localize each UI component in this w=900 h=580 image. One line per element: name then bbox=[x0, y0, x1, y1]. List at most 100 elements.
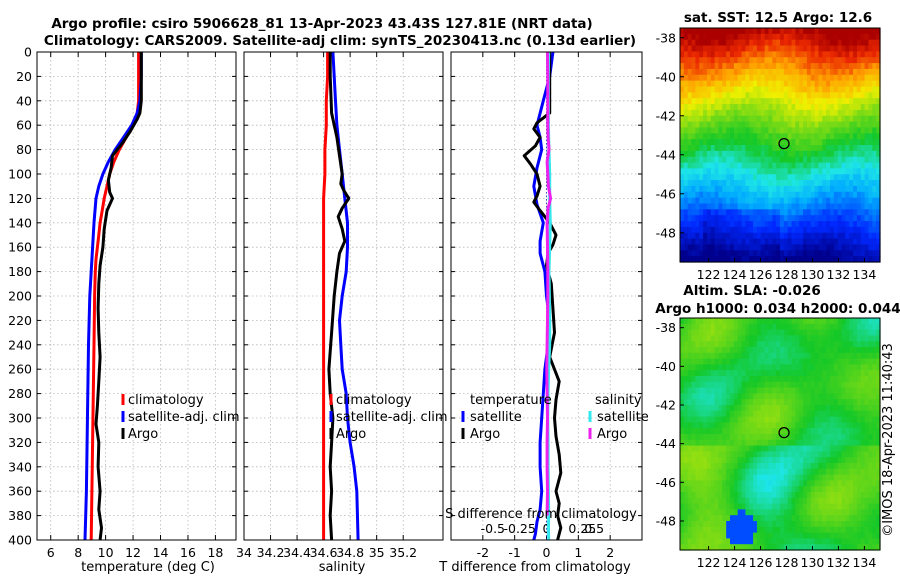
heatmap-cell bbox=[787, 256, 793, 263]
heatmap-cell bbox=[830, 521, 835, 528]
heatmap-cell bbox=[683, 341, 689, 348]
heatmap-cell bbox=[749, 323, 754, 331]
heatmap-cell bbox=[822, 86, 827, 93]
heatmap-cell bbox=[737, 335, 743, 342]
heatmap-cell bbox=[856, 98, 862, 105]
heatmap-cell bbox=[737, 203, 743, 210]
heatmap-cell bbox=[737, 162, 743, 169]
heatmap-cell bbox=[776, 92, 781, 99]
heatmap-cell bbox=[787, 445, 793, 452]
heatmap-cell bbox=[826, 509, 831, 516]
heatmap-cell bbox=[718, 486, 723, 493]
heatmap-cell bbox=[776, 45, 781, 52]
heatmap-cell bbox=[872, 544, 877, 551]
heatmap-cell bbox=[833, 33, 839, 41]
heatmap-cell bbox=[849, 57, 854, 64]
heatmap-cell bbox=[687, 399, 693, 406]
heatmap-cell bbox=[683, 364, 689, 371]
heatmap-cell bbox=[772, 329, 777, 336]
heatmap-cell bbox=[795, 203, 800, 210]
heatmap-cell bbox=[833, 486, 839, 493]
heatmap-cell bbox=[810, 45, 816, 52]
heatmap-cell bbox=[741, 335, 746, 342]
heatmap-cell bbox=[703, 474, 708, 481]
heatmap-cell bbox=[722, 352, 727, 360]
heatmap-cell bbox=[733, 57, 739, 64]
heatmap-cell bbox=[714, 156, 720, 164]
heatmap-cell bbox=[680, 358, 685, 365]
heatmap-cell bbox=[718, 323, 723, 331]
heatmap-cell bbox=[726, 335, 731, 342]
heatmap-cell bbox=[741, 532, 746, 539]
heatmap-cell bbox=[849, 509, 854, 516]
heatmap-cell bbox=[814, 98, 820, 105]
heatmap-cell bbox=[795, 33, 800, 41]
heatmap-cell bbox=[860, 405, 866, 412]
heatmap-cell bbox=[760, 162, 766, 169]
x-tick-label: 6 bbox=[47, 545, 55, 560]
heatmap-cell bbox=[860, 109, 866, 117]
heatmap-cell bbox=[845, 480, 850, 487]
heatmap-cell bbox=[868, 497, 873, 505]
heatmap-cell bbox=[714, 74, 720, 82]
heatmap-cell bbox=[756, 45, 762, 52]
x-tick-label: 34.4 bbox=[283, 545, 311, 560]
heatmap-cell bbox=[830, 532, 835, 539]
heatmap-cell bbox=[756, 145, 762, 152]
heatmap-cell bbox=[749, 191, 754, 199]
heatmap-cell bbox=[853, 156, 858, 164]
heatmap-cell bbox=[864, 74, 870, 82]
heatmap-cell bbox=[737, 74, 743, 82]
heatmap-cell bbox=[776, 445, 781, 452]
heatmap-cell bbox=[837, 150, 843, 158]
heatmap-cell bbox=[872, 381, 877, 389]
heatmap-cell bbox=[726, 68, 731, 76]
heatmap-cell bbox=[814, 209, 820, 216]
heatmap-cell bbox=[837, 109, 843, 117]
heatmap-cell bbox=[768, 445, 773, 452]
heatmap-cell bbox=[699, 156, 704, 164]
heatmap-cell bbox=[683, 428, 689, 435]
heatmap-cell bbox=[714, 515, 720, 522]
heatmap-cell bbox=[876, 410, 881, 418]
heatmap-cell bbox=[695, 445, 700, 452]
heatmap-cell bbox=[814, 68, 820, 76]
heatmap-cell bbox=[768, 162, 773, 169]
heatmap-cell bbox=[849, 341, 854, 348]
heatmap-cell bbox=[853, 209, 858, 216]
heatmap-cell bbox=[745, 509, 750, 516]
heatmap-cell bbox=[699, 445, 704, 452]
heatmap-cell bbox=[764, 68, 770, 76]
heatmap-cell bbox=[768, 215, 773, 222]
heatmap-cell bbox=[795, 162, 800, 169]
heatmap-cell bbox=[845, 376, 850, 383]
heatmap-cell bbox=[822, 492, 827, 499]
heatmap-cell bbox=[749, 521, 754, 528]
heatmap-cell bbox=[876, 451, 881, 458]
heatmap-cell bbox=[872, 492, 877, 499]
heatmap-cell bbox=[780, 497, 785, 505]
heatmap-cell bbox=[814, 145, 820, 152]
heatmap-cell bbox=[737, 387, 743, 394]
heatmap-cell bbox=[706, 226, 712, 234]
heatmap-cell bbox=[733, 215, 739, 222]
heatmap-cell bbox=[860, 457, 866, 464]
x-tick-label: 1 bbox=[574, 545, 582, 560]
heatmap-cell bbox=[795, 538, 800, 545]
heatmap-cell bbox=[745, 341, 750, 348]
heatmap-cell bbox=[726, 127, 731, 134]
heatmap-cell bbox=[726, 57, 731, 64]
heatmap-cell bbox=[683, 544, 689, 551]
heatmap-cell bbox=[814, 463, 820, 470]
heatmap-cell bbox=[806, 115, 812, 123]
heatmap-cell bbox=[833, 127, 839, 134]
heatmap-cell bbox=[818, 323, 823, 331]
heatmap-cell bbox=[791, 168, 796, 175]
heatmap-cell bbox=[830, 323, 835, 331]
heatmap-cell bbox=[722, 521, 727, 528]
heatmap-cell bbox=[699, 209, 704, 216]
heatmap-cell bbox=[699, 104, 704, 111]
heatmap-cell bbox=[776, 86, 781, 93]
heatmap-cell bbox=[853, 405, 858, 412]
heatmap-cell bbox=[810, 63, 816, 70]
